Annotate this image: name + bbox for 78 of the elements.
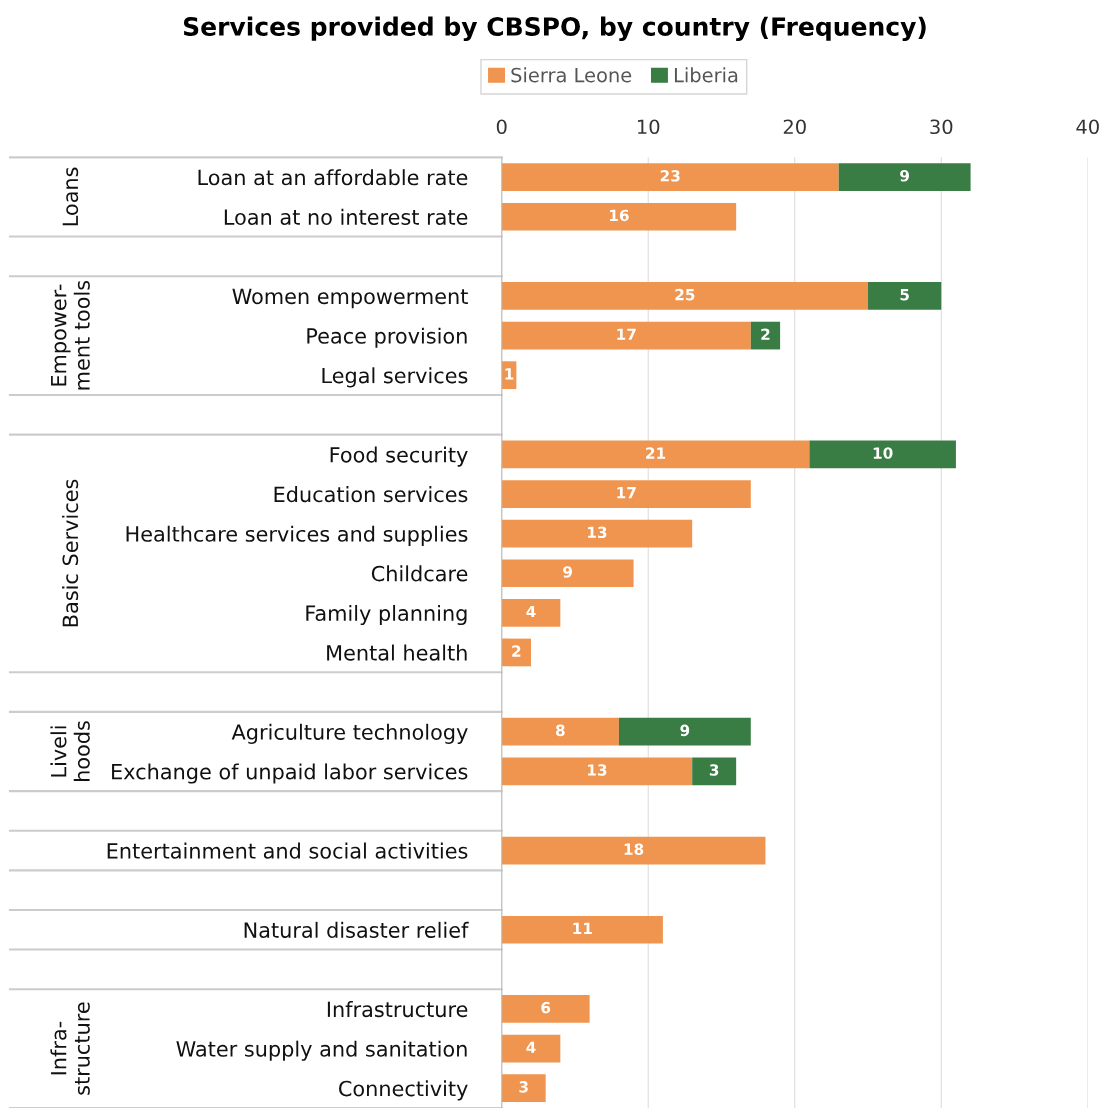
data-label: 10 (873, 447, 893, 459)
bar (501, 480, 751, 508)
data-label: 8 (555, 724, 565, 737)
bar (501, 1034, 561, 1063)
y-tick-label: Infrastructure (327, 1001, 468, 1018)
bar (501, 559, 634, 588)
data-label: 25 (675, 288, 695, 301)
y-tick-label: Connectivity (339, 1080, 468, 1101)
bar (501, 757, 693, 786)
bar (501, 717, 619, 746)
bar (501, 440, 810, 469)
data-label: 23 (660, 170, 680, 182)
y-tick-label: Legal services (322, 367, 468, 388)
bar (809, 440, 956, 469)
bar (501, 519, 693, 548)
bar (501, 995, 590, 1023)
y-tick-label: Water supply and sanitation (176, 1040, 467, 1061)
bar (868, 282, 942, 310)
data-label: 9 (563, 566, 572, 578)
y-tick-label: Peace provision (307, 327, 467, 348)
data-label: 21 (646, 447, 666, 459)
y-tick-label: Loan at an affordable rate (198, 169, 468, 186)
chart-title: Services provided by CBSPO, by country (Frequency) (183, 16, 926, 42)
data-label: 2 (512, 645, 521, 657)
data-label: 3 (709, 764, 719, 776)
y-tick-label: Family planning (306, 604, 467, 626)
y-tick-label: Exchange of unpaid labor services (112, 763, 468, 784)
y-tick-label: Entertainment and social activities (107, 842, 468, 859)
bar (618, 717, 751, 746)
data-label: 1 (505, 368, 514, 380)
data-label: 17 (617, 328, 636, 340)
bar (750, 321, 781, 350)
bar (501, 915, 663, 944)
text: Infra- structure (50, 1002, 90, 1095)
bar (501, 163, 839, 192)
data-label: 16 (610, 209, 629, 222)
bar (692, 757, 737, 786)
bar (501, 321, 751, 350)
y-tick-label: Mental health (327, 644, 467, 661)
bar (501, 202, 737, 231)
y-tick-label: Women empowerment (232, 288, 468, 309)
bar (838, 163, 971, 192)
y-tick-label: Agriculture technology (231, 723, 468, 744)
data-label: 5 (900, 289, 909, 301)
data-label: 18 (624, 843, 644, 855)
y-tick-label: Natural disaster relief (244, 921, 469, 938)
data-label: 4 (526, 605, 536, 618)
y-tick-label: Childcare (371, 565, 468, 582)
y-tick-label: Loan at no interest rate (224, 208, 468, 225)
bar (501, 599, 561, 627)
x-tick-label: 40 (1076, 119, 1099, 135)
y-tick-label: Education services (274, 486, 468, 503)
y-tick-label: Healthcare services and supplies (126, 525, 468, 546)
data-label: 11 (573, 922, 592, 934)
data-label: 13 (588, 764, 607, 776)
data-label: 4 (526, 1041, 536, 1053)
data-label: 13 (588, 526, 607, 539)
bar (501, 638, 532, 667)
x-tick-label: 10 (638, 119, 660, 135)
text: Loans (62, 167, 79, 226)
data-label: 9 (680, 724, 690, 737)
x-tick-label: 20 (783, 119, 806, 135)
text: Empower- ment tools (51, 280, 90, 390)
data-label: 9 (900, 170, 909, 182)
bar (501, 836, 766, 865)
data-label: 6 (541, 1001, 551, 1014)
data-label: 17 (617, 487, 636, 499)
data-label: 2 (761, 328, 770, 340)
x-tick-label: 0 (496, 119, 507, 135)
text: Liveli hoods (50, 721, 90, 781)
legend-label: Liberia (674, 67, 738, 83)
data-label: 3 (519, 1081, 528, 1093)
text: Basic Services (62, 479, 79, 627)
x-tick-label: 30 (930, 119, 953, 135)
legend-label: Sierra Leone (511, 67, 632, 83)
bar (501, 1074, 546, 1103)
bar (501, 282, 869, 310)
y-tick-label: Food security (330, 446, 468, 467)
